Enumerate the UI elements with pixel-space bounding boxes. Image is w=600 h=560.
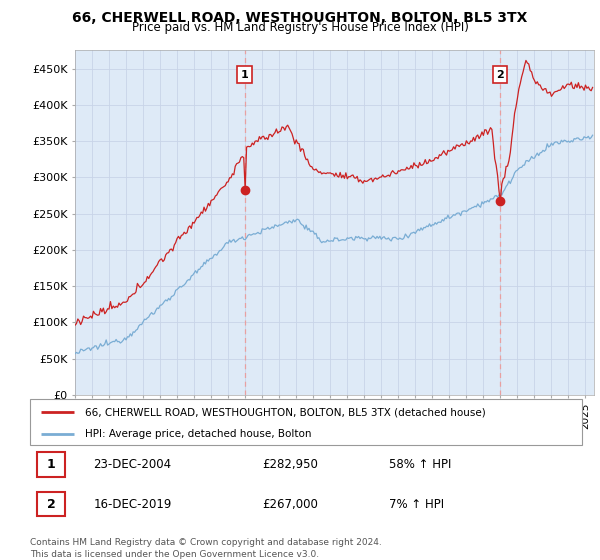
Text: 2: 2 — [47, 497, 55, 511]
Text: 2: 2 — [496, 69, 503, 80]
Text: Price paid vs. HM Land Registry's House Price Index (HPI): Price paid vs. HM Land Registry's House … — [131, 21, 469, 34]
FancyBboxPatch shape — [37, 452, 65, 477]
Text: 58% ↑ HPI: 58% ↑ HPI — [389, 458, 451, 471]
FancyBboxPatch shape — [30, 399, 582, 445]
Text: Contains HM Land Registry data © Crown copyright and database right 2024.
This d: Contains HM Land Registry data © Crown c… — [30, 538, 382, 559]
Text: 1: 1 — [47, 458, 55, 471]
Text: HPI: Average price, detached house, Bolton: HPI: Average price, detached house, Bolt… — [85, 429, 312, 438]
Text: £267,000: £267,000 — [262, 497, 318, 511]
Text: 66, CHERWELL ROAD, WESTHOUGHTON, BOLTON, BL5 3TX: 66, CHERWELL ROAD, WESTHOUGHTON, BOLTON,… — [73, 11, 527, 25]
FancyBboxPatch shape — [37, 492, 65, 516]
Text: £282,950: £282,950 — [262, 458, 318, 471]
Text: 16-DEC-2019: 16-DEC-2019 — [94, 497, 172, 511]
Text: 1: 1 — [241, 69, 248, 80]
Text: 23-DEC-2004: 23-DEC-2004 — [94, 458, 172, 471]
Text: 66, CHERWELL ROAD, WESTHOUGHTON, BOLTON, BL5 3TX (detached house): 66, CHERWELL ROAD, WESTHOUGHTON, BOLTON,… — [85, 407, 486, 417]
Text: 7% ↑ HPI: 7% ↑ HPI — [389, 497, 444, 511]
